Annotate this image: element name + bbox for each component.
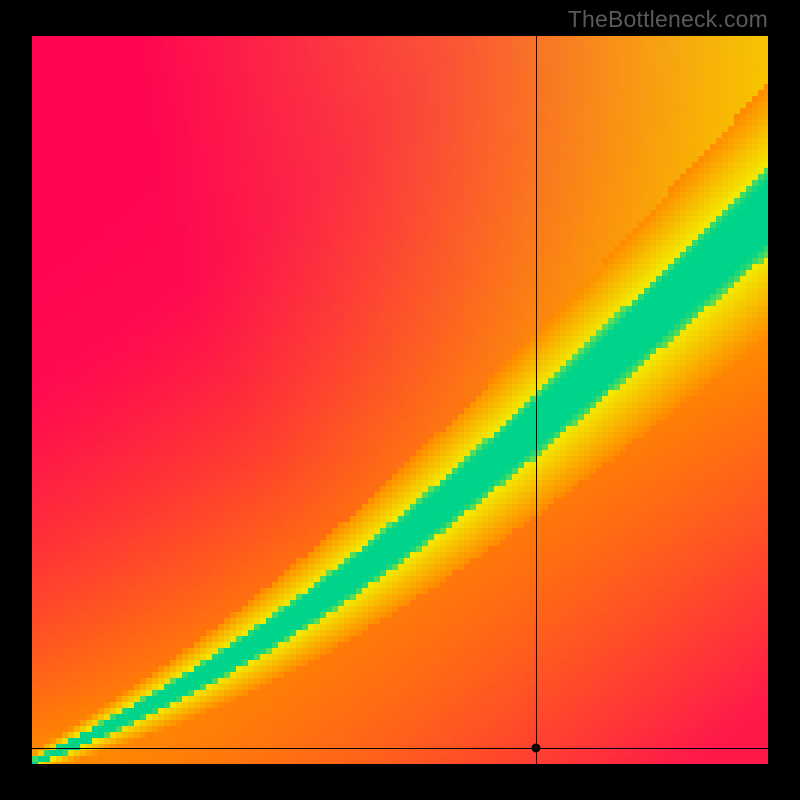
crosshair-horizontal — [32, 748, 768, 749]
heatmap-plot — [32, 36, 768, 764]
heatmap-canvas — [32, 36, 768, 764]
crosshair-vertical — [536, 36, 537, 764]
crosshair-marker — [532, 743, 541, 752]
watermark-label: TheBottleneck.com — [568, 6, 768, 33]
